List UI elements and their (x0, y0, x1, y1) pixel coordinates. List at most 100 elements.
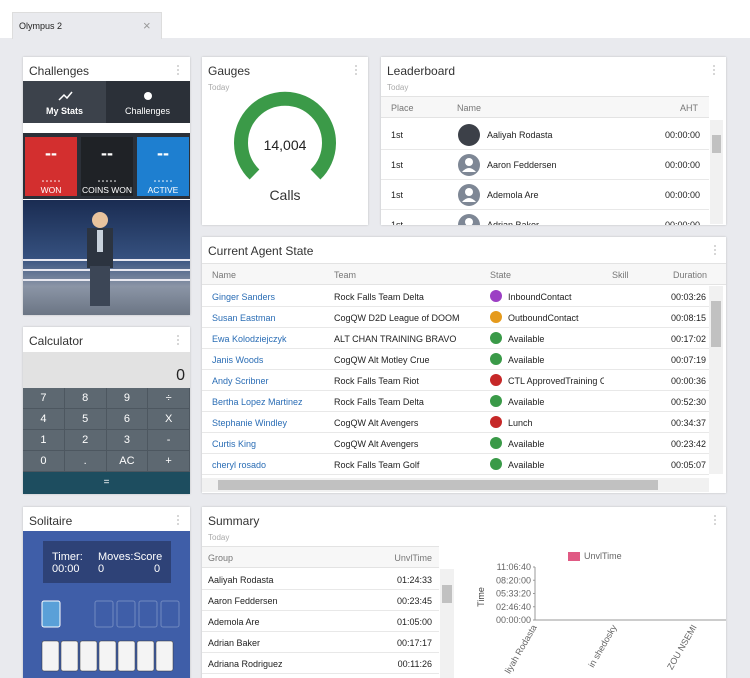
agent-name[interactable]: cheryl rosado (212, 460, 267, 470)
group-time: 00:23:45 (396, 596, 432, 606)
challenge-tab[interactable]: My Stats (45, 106, 83, 116)
menu-dot (355, 65, 357, 67)
dot (154, 180, 156, 182)
dot (158, 180, 160, 182)
graphic (234, 91, 336, 184)
scroll-thumb[interactable] (712, 135, 721, 153)
agent-team: Rock Falls Team Riot (334, 376, 419, 386)
x-tick-label: ZOU NSEMI (665, 623, 699, 671)
counter: -- COINS WON (81, 137, 133, 196)
state-dot (490, 290, 502, 302)
row (202, 590, 439, 611)
agent-name[interactable]: Janis Woods (212, 355, 264, 365)
summary-panel: Summary Today Group UnvlTime Aaliyah Rodasta… (202, 507, 726, 678)
calc-display: 0 (176, 367, 185, 384)
panel-title: Summary (208, 514, 260, 528)
card (41, 640, 60, 672)
gauges-panel: Gauges Today 14,004 Calls (202, 57, 368, 225)
state-dot (490, 332, 502, 344)
agent-duration: 00:08:15 (670, 313, 706, 323)
row (202, 370, 709, 391)
calc-key[interactable]: 7 (23, 388, 65, 409)
avatar (458, 124, 480, 146)
figure-head (92, 212, 108, 228)
state-dot (490, 374, 502, 386)
calc-equals[interactable]: = (23, 472, 190, 494)
row (381, 150, 709, 180)
calc-key[interactable]: + (148, 451, 190, 472)
tab-close[interactable]: × (143, 18, 151, 33)
calc-key[interactable]: 0 (23, 451, 65, 472)
agent-name[interactable]: Ewa Kolodziejczyk (212, 334, 287, 344)
row (202, 632, 439, 653)
panel-subtitle: Today (208, 83, 230, 92)
cell-place: 1st (391, 220, 404, 225)
calc-key[interactable]: 1 (23, 430, 65, 451)
agent-name[interactable]: Andy Scribner (212, 376, 269, 386)
scroll-thumb[interactable] (442, 585, 452, 603)
graphic (458, 214, 480, 225)
dot (114, 180, 116, 182)
graphic (154, 180, 172, 182)
agent-state: Available (508, 334, 545, 344)
graphic (98, 180, 116, 182)
agent-name[interactable]: Susan Eastman (212, 313, 276, 323)
calc-key[interactable]: . (64, 451, 107, 472)
cell-name: Ademola Are (487, 190, 539, 200)
agent-name[interactable]: Bertha Lopez Martinez (212, 397, 303, 407)
y-tick-label: 00:00:00 (496, 615, 531, 625)
figure-shirt (97, 230, 103, 252)
group-name: Ademola Are (208, 617, 260, 627)
dot (42, 180, 44, 182)
agent-name[interactable]: Stephanie Windley (212, 418, 288, 428)
score-box (43, 541, 171, 583)
foundation (160, 600, 180, 628)
row (202, 307, 709, 328)
avatar-body (462, 198, 476, 202)
calc-key[interactable]: 3 (106, 430, 149, 451)
calc-key[interactable]: 8 (64, 388, 107, 409)
agent-duration: 00:17:02 (670, 334, 706, 344)
header-row (202, 263, 726, 285)
dot (98, 180, 100, 182)
gauge-label: Calls (269, 187, 301, 203)
challenge-tab[interactable]: Challenges (124, 106, 171, 116)
panel-title: Challenges (29, 64, 90, 78)
panel-title: Calculator (29, 334, 84, 348)
graphic (458, 154, 480, 176)
calc-key[interactable]: 9 (106, 388, 149, 409)
agent-name[interactable]: Ginger Sanders (212, 292, 276, 302)
menu-dot (177, 335, 179, 337)
group-name: Aaron Feddersen (208, 596, 278, 606)
dot (110, 180, 112, 182)
cell-place: 1st (391, 160, 404, 170)
scroll-thumb[interactable] (711, 301, 721, 347)
panel-title: Leaderboard (387, 64, 456, 78)
agent-team: Rock Falls Team Delta (334, 292, 424, 302)
row (202, 611, 439, 632)
calculator-panel: Calculator 0 7 8 9 ÷ 4 5 6 X 1 2 3- 0. AC + = (23, 327, 190, 494)
menu-dot (177, 73, 179, 75)
agent-state: Available (508, 397, 545, 407)
calc-key[interactable]: X (148, 409, 190, 430)
row (202, 286, 709, 307)
graphic (41, 600, 180, 672)
h-scroll-thumb[interactable] (218, 480, 658, 490)
calc-key[interactable]: 4 (23, 409, 65, 430)
calc-key[interactable]: - (148, 430, 190, 451)
column-header: Skill (612, 270, 629, 280)
menu-dot (177, 69, 179, 71)
graphic (58, 91, 152, 101)
calc-key[interactable]: AC (106, 451, 149, 472)
calc-key[interactable]: 2 (64, 430, 107, 451)
menu-dot (713, 73, 715, 75)
graphic (355, 65, 357, 75)
calc-key[interactable]: ÷ (148, 388, 190, 409)
tab[interactable]: Olympus 2 × (12, 12, 162, 39)
timer: 00:00 (52, 563, 80, 575)
agent-name[interactable]: Curtis King (212, 439, 257, 449)
counter-value: -- (157, 143, 169, 163)
calc-key[interactable]: 5 (64, 409, 107, 430)
tab-title: Olympus 2 (19, 21, 63, 31)
calc-key[interactable]: 6 (106, 409, 149, 430)
